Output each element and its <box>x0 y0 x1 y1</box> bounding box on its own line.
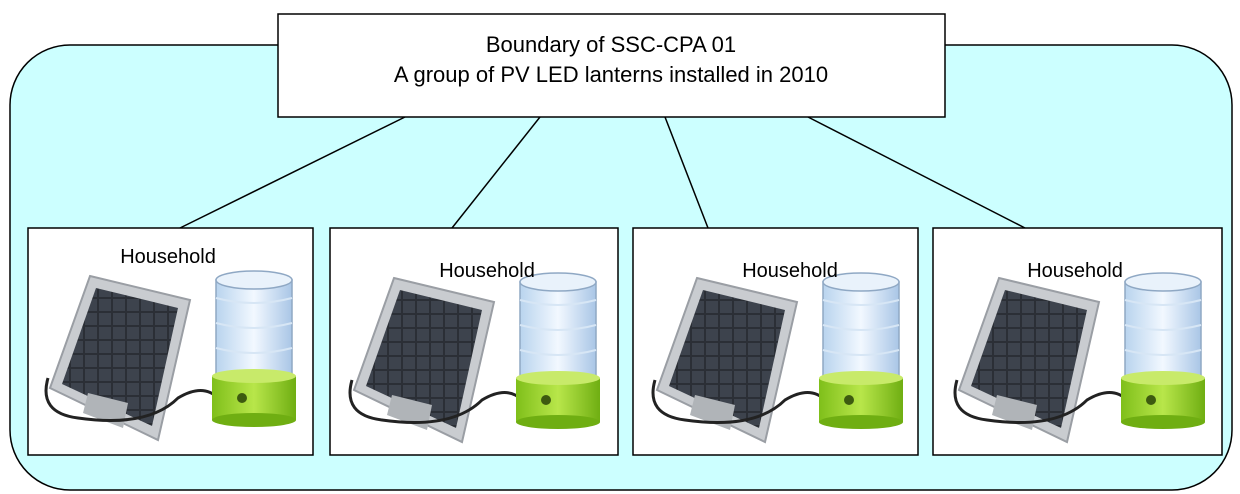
header-line: Boundary of SSC-CPA 01 <box>486 32 736 57</box>
page: Boundary of SSC-CPA 01 A group of PV LED… <box>0 0 1240 494</box>
node-label: Household <box>742 260 838 282</box>
household: Household <box>28 228 313 455</box>
node-label: Household <box>439 260 535 282</box>
node-label: Household <box>120 246 216 268</box>
header-line: A group of PV LED lanterns installed in … <box>394 62 828 87</box>
household: Household <box>633 228 918 455</box>
node-label: Household <box>1027 260 1123 282</box>
diagram: Boundary of SSC-CPA 01 A group of PV LED… <box>0 0 1240 494</box>
household: Household <box>330 228 618 455</box>
household: Household <box>933 228 1222 455</box>
